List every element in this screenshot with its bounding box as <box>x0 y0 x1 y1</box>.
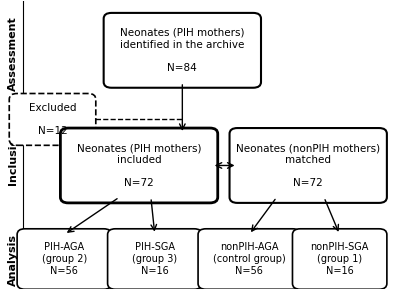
Text: Analysis: Analysis <box>8 234 18 286</box>
FancyBboxPatch shape <box>17 229 112 289</box>
FancyBboxPatch shape <box>292 229 387 289</box>
Text: Neonates (nonPIH mothers)
matched

N=72: Neonates (nonPIH mothers) matched N=72 <box>236 143 380 188</box>
Text: nonPIH-AGA
(control group)
N=56: nonPIH-AGA (control group) N=56 <box>213 243 286 275</box>
FancyBboxPatch shape <box>60 128 218 203</box>
Text: Neonates (PIH mothers)
identified in the archive

N=84: Neonates (PIH mothers) identified in the… <box>120 28 244 73</box>
FancyBboxPatch shape <box>9 93 96 145</box>
Text: PIH-SGA
(group 3)
N=16: PIH-SGA (group 3) N=16 <box>132 243 177 275</box>
FancyBboxPatch shape <box>230 128 387 203</box>
FancyBboxPatch shape <box>108 229 202 289</box>
FancyBboxPatch shape <box>198 229 300 289</box>
Text: Excluded

N=12: Excluded N=12 <box>29 103 76 136</box>
FancyBboxPatch shape <box>104 13 261 88</box>
Text: Inclusion: Inclusion <box>8 129 18 185</box>
Text: nonPIH-SGA
(group 1)
N=16: nonPIH-SGA (group 1) N=16 <box>310 243 369 275</box>
Text: Assessment: Assessment <box>8 16 18 91</box>
Text: PIH-AGA
(group 2)
N=56: PIH-AGA (group 2) N=56 <box>42 243 87 275</box>
Text: Neonates (PIH mothers)
included

N=72: Neonates (PIH mothers) included N=72 <box>77 143 201 188</box>
